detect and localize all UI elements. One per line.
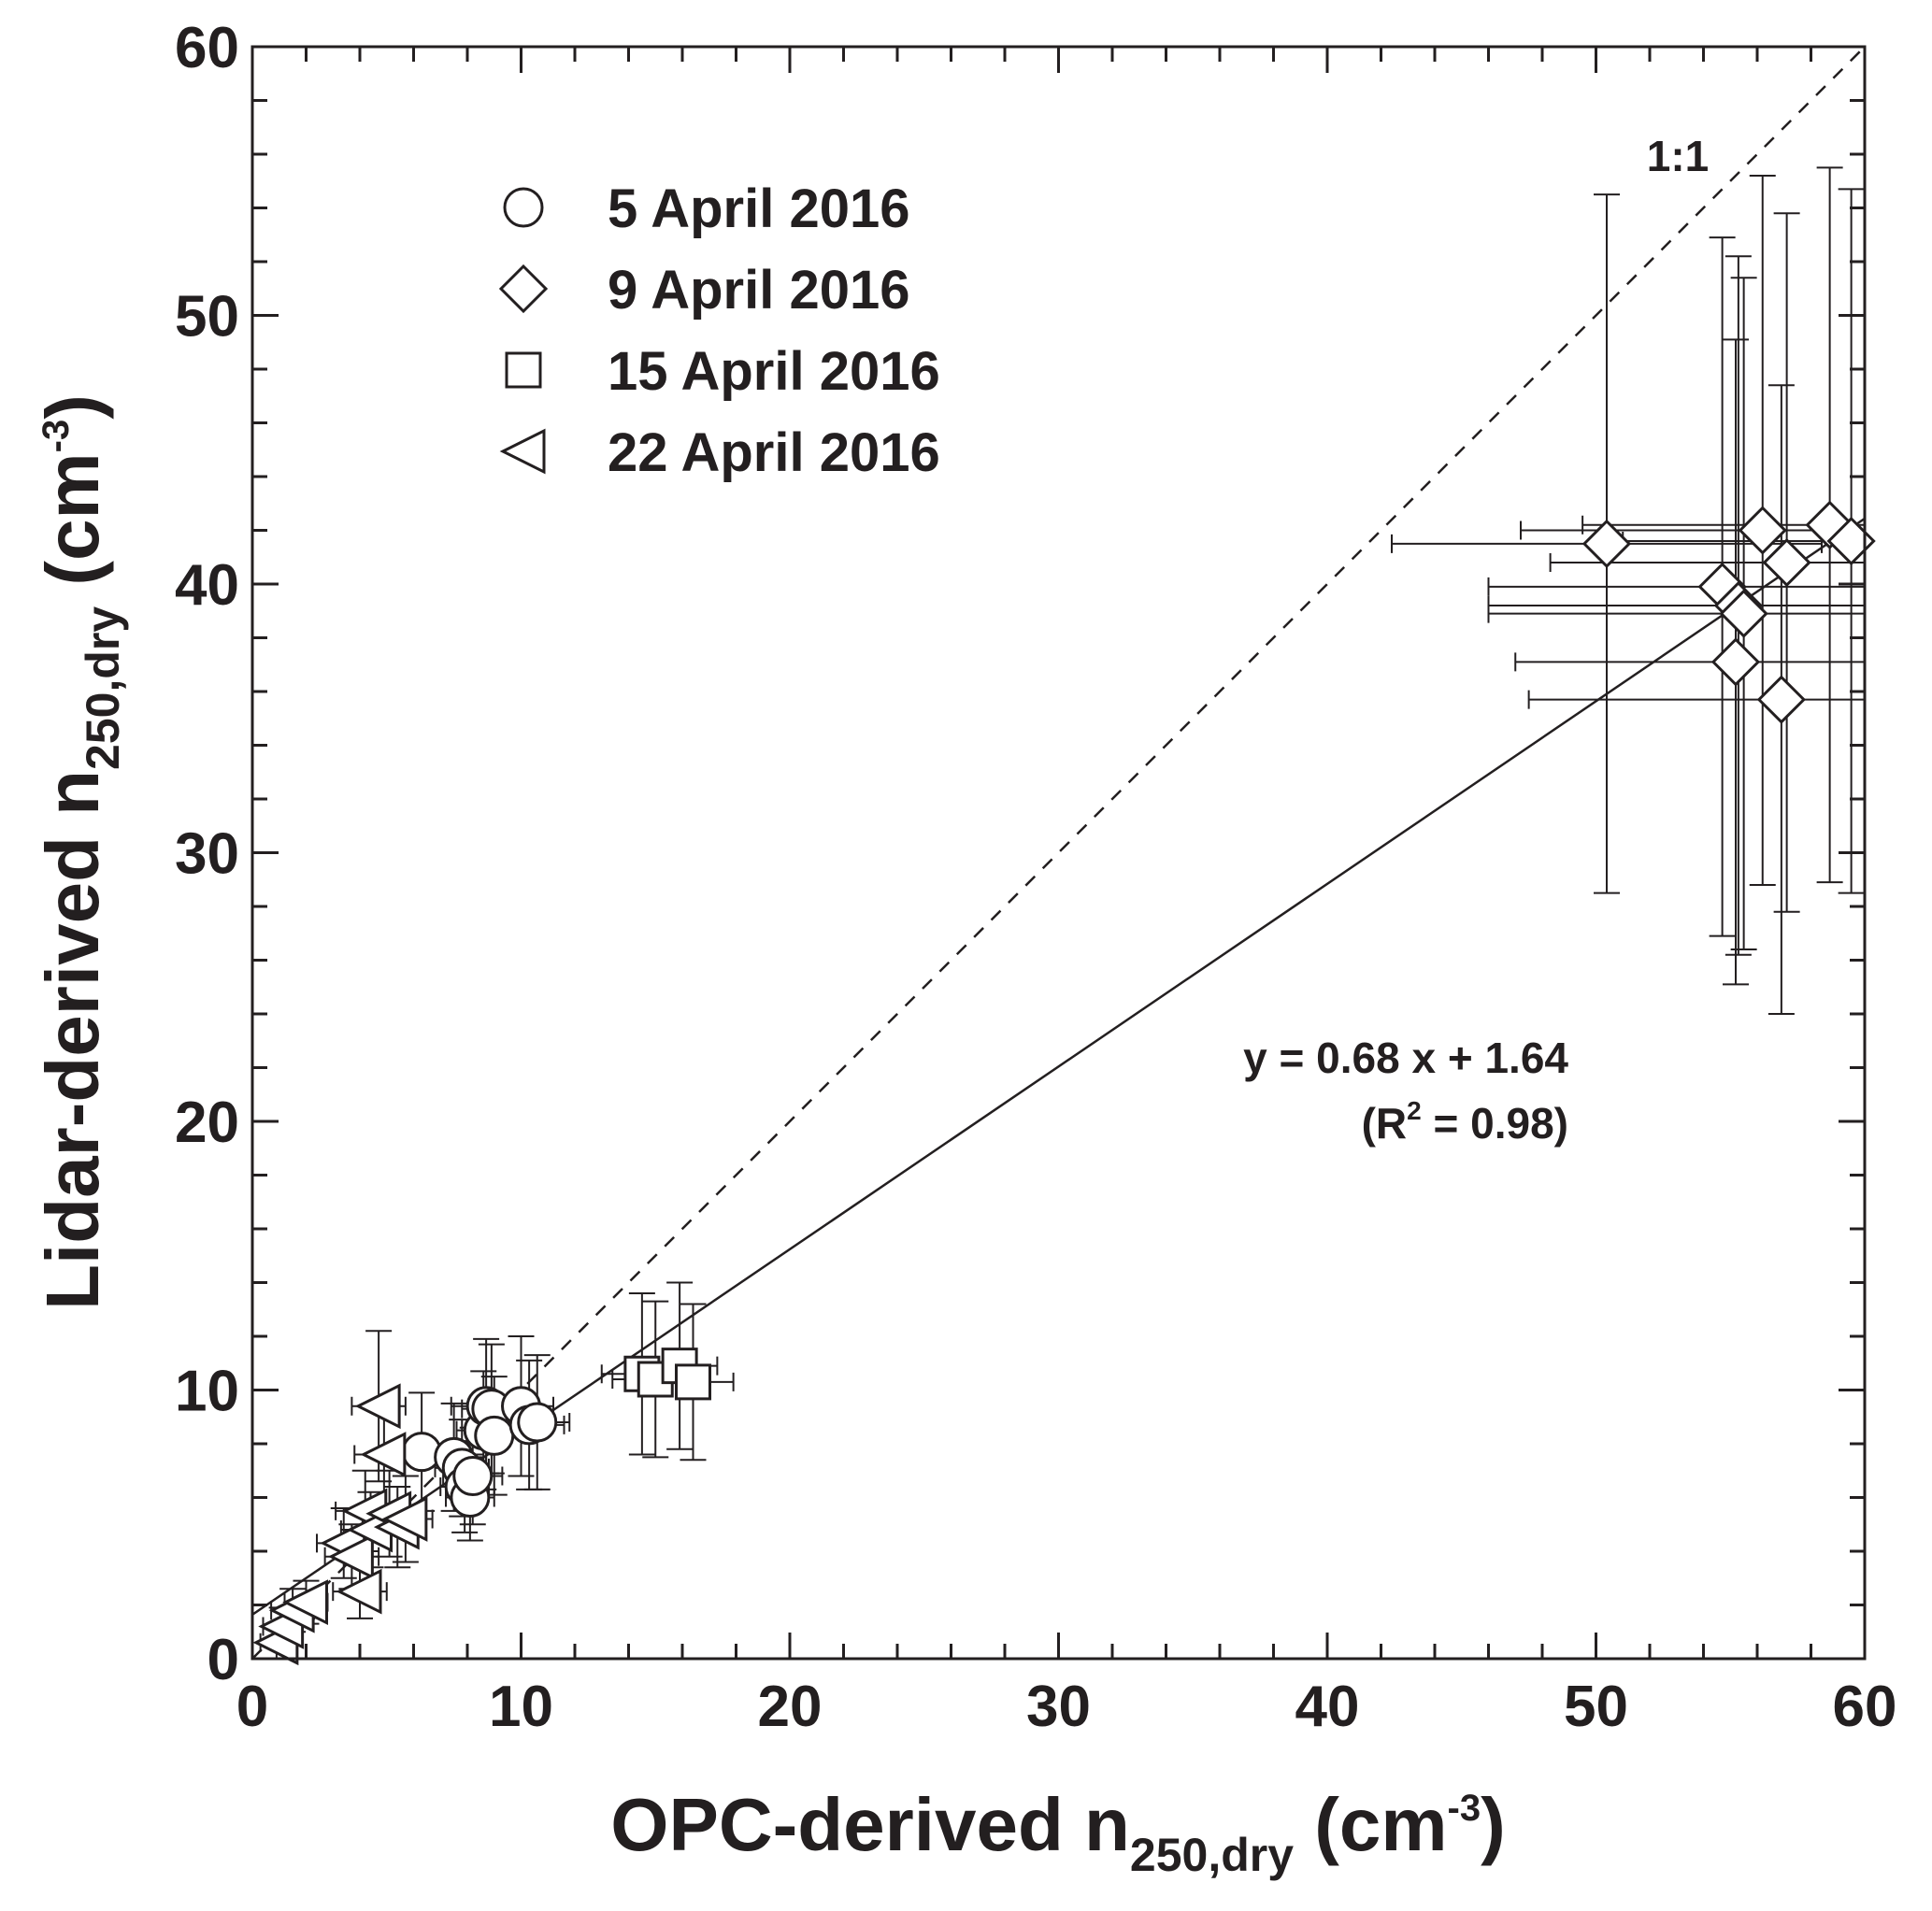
x-tick-label: 30 [1026,1675,1091,1739]
x-axis-title: OPC-derived n250,dry (cm-3) [610,1783,1506,1881]
legend-marker-diamond [498,264,549,314]
x-tick-label: 40 [1295,1675,1360,1739]
data-point-triangle-left [282,1579,328,1626]
data-point-circle [452,1456,494,1496]
one-to-one-line [252,47,1865,1659]
one-to-one-label: 1:1 [1647,132,1709,180]
legend-label: 5 April 2016 [608,178,909,239]
data-point-triangle-left [336,1568,382,1615]
plot-frame [250,45,1867,1661]
y-tick-label: 40 [175,553,239,618]
data-point-diamond [1581,519,1632,568]
data-point-triangle-left [381,1496,428,1542]
x-tick-label: 60 [1833,1675,1897,1739]
legend: 5 April 2016 9 April 2016 15 April 2016 22 … [498,178,940,483]
data-point-diamond [1826,516,1876,566]
y-tick-label: 50 [175,285,239,349]
error-bar [1527,384,1865,1015]
y-tick-label: 30 [175,822,239,887]
x-tick-label: 20 [758,1675,823,1739]
y-tick-label: 20 [175,1091,239,1155]
y-axis-title: Lidar-derived n250,dry (cm-3) [31,394,129,1310]
data-markers [252,500,1876,1666]
x-tick-label: 50 [1564,1675,1628,1739]
data-point-diamond [1719,589,1768,638]
data-point-circle [474,1415,515,1456]
data-point-square [675,1363,711,1401]
y-tick-label: 60 [175,16,239,80]
legend-marker-square [505,351,542,389]
data-point-diamond [1738,506,1787,555]
data-point-diamond [1756,675,1806,724]
data-point-diamond [1762,537,1811,588]
legend-label: 9 April 2016 [608,260,909,321]
legend-marker-triangle-left [499,428,546,475]
legend-item: 22 April 2016 [499,422,940,483]
y-tick-label: 0 [208,1628,239,1692]
data-point-triangle-left [328,1533,374,1580]
y-tick-label: 10 [175,1360,239,1424]
legend-item: 5 April 2016 [503,178,909,239]
fit-r-squared: (R2 = 0.98) [1362,1096,1568,1148]
legend-item: 15 April 2016 [505,341,940,402]
x-tick-label: 10 [489,1675,553,1739]
error-bar [1622,188,1865,894]
data-point-diamond [1710,637,1761,687]
legend-label: 15 April 2016 [608,341,940,402]
tick-labels: 0 10 20 30 40 50 60 0 10 20 30 40 50 60 [175,16,1896,1739]
legend-label: 22 April 2016 [608,422,940,483]
x-tick-label: 0 [236,1675,268,1739]
fit-equation: y = 0.68 x + 1.64 [1243,1034,1568,1082]
legend-item: 9 April 2016 [498,260,909,321]
legend-marker-circle [503,187,544,228]
data-point-triangle-left [360,1432,407,1477]
data-point-triangle-left [354,1383,401,1430]
data-point-circle [517,1402,558,1443]
